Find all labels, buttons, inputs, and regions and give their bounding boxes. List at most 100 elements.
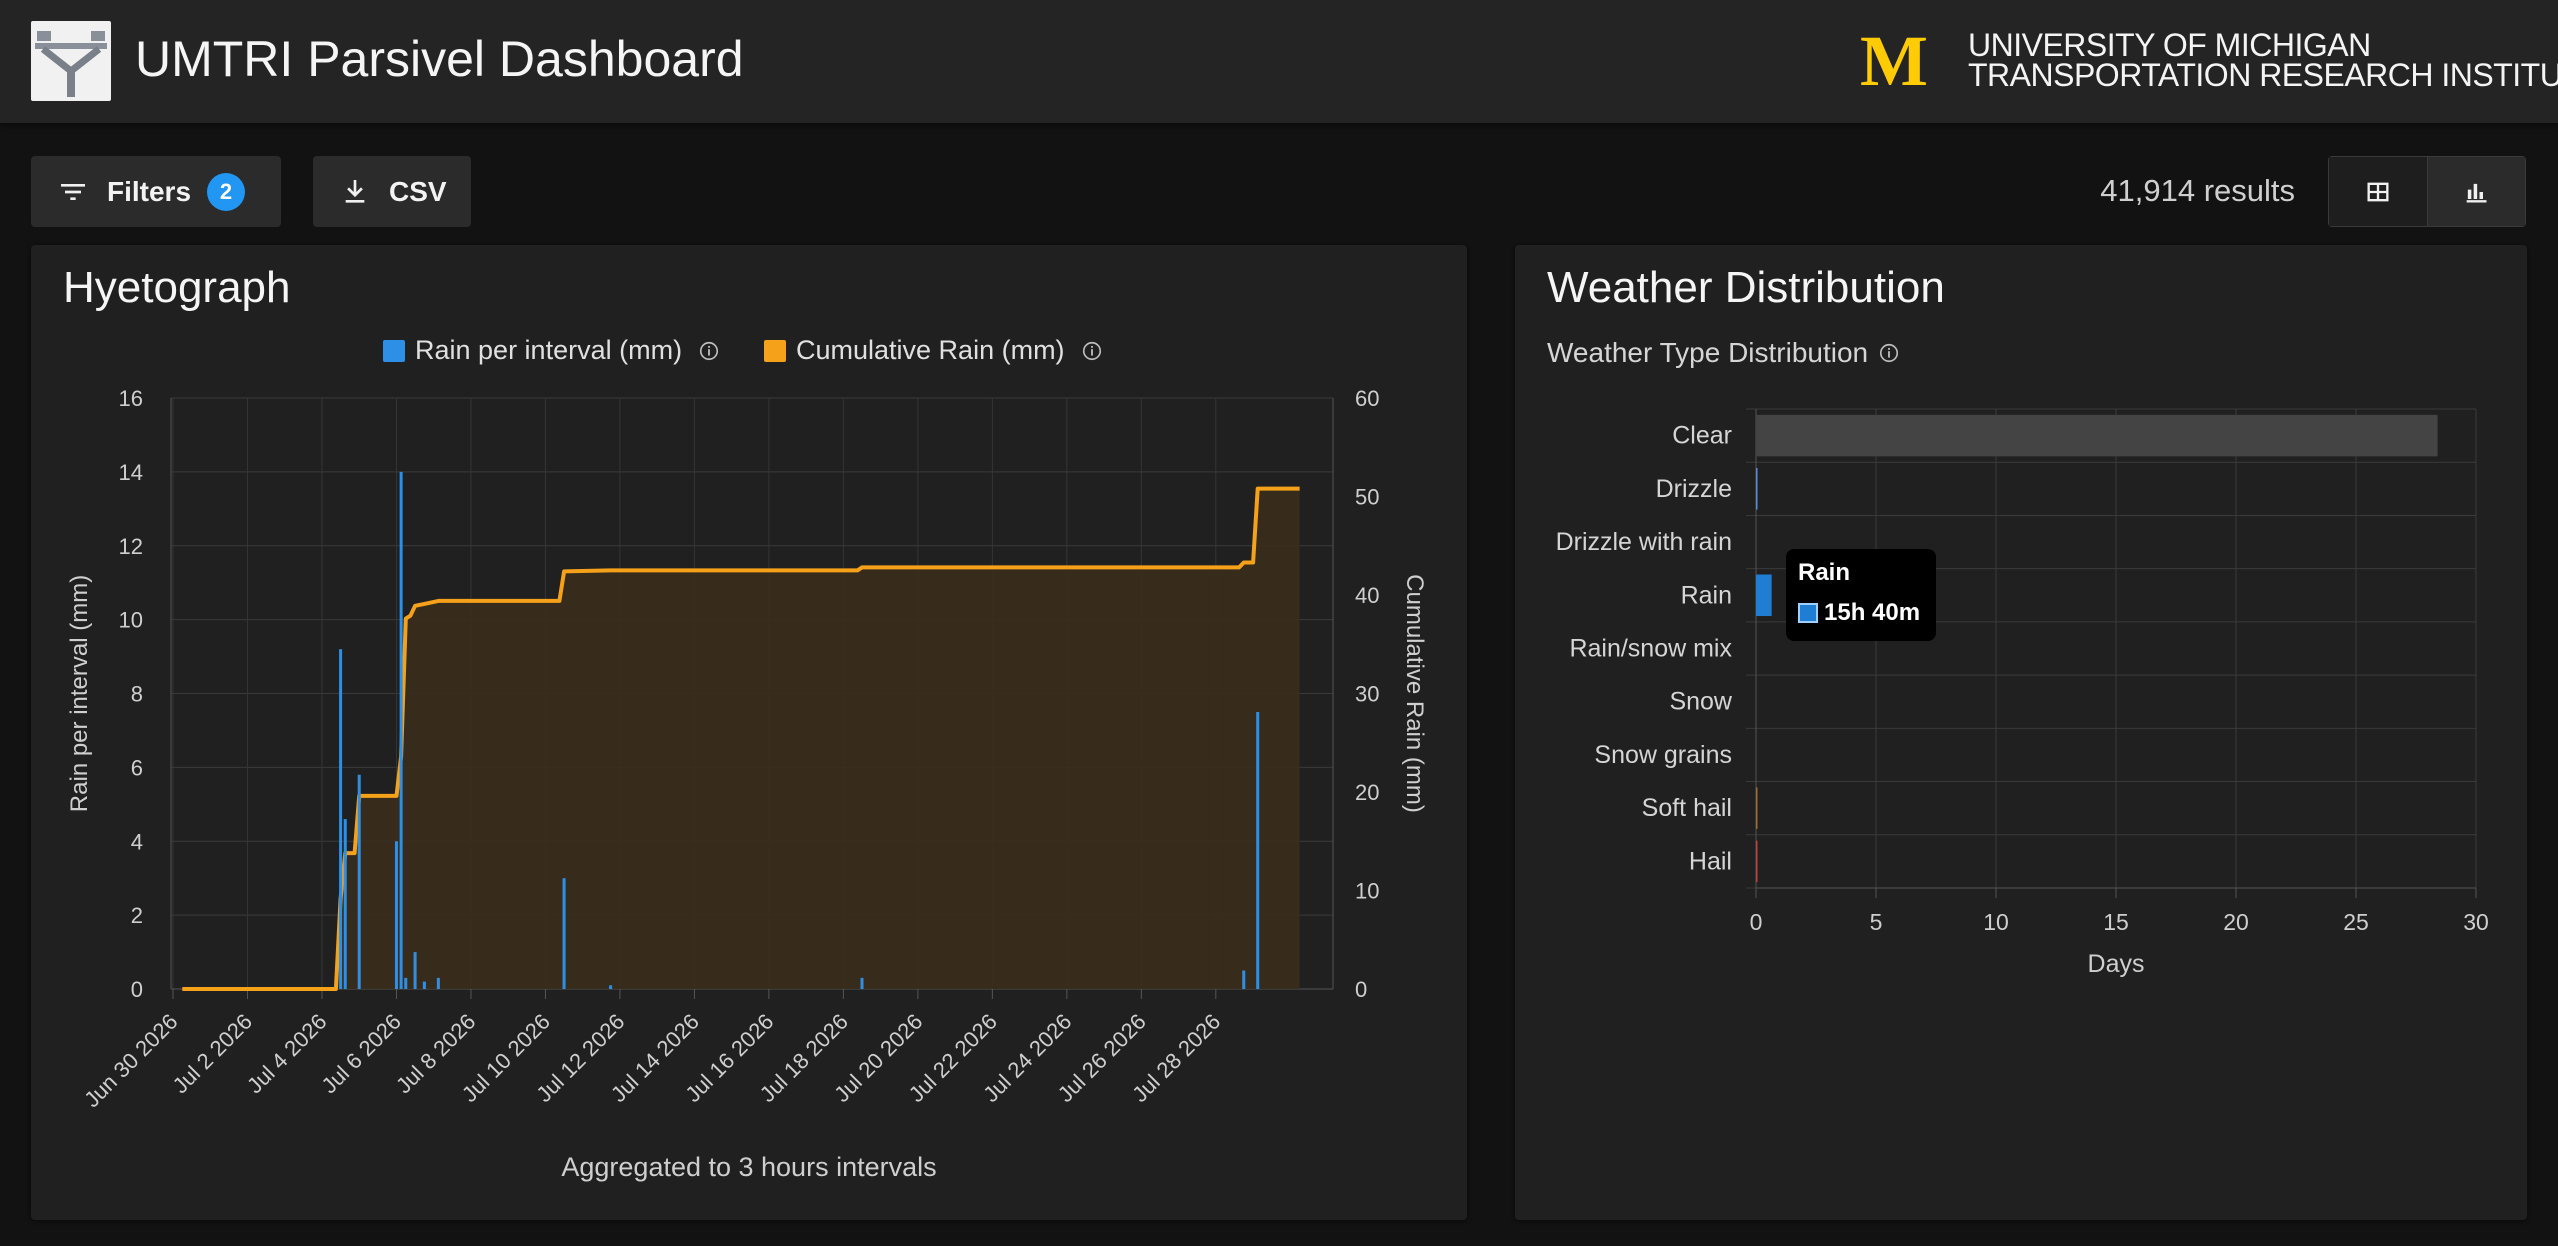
cumulative-swatch [764, 339, 786, 362]
legend-cumulative-label: Cumulative Rain (mm) [796, 335, 1065, 365]
cumulative-line [182, 486, 1300, 991]
table-view-button[interactable] [2329, 157, 2428, 226]
download-icon [345, 179, 365, 203]
x-tick-label: Jul 6 2026 [317, 1009, 406, 1098]
rain-bar [860, 977, 864, 989]
y-tick-label: 6 [131, 755, 143, 780]
x-tick-label: 20 [2223, 909, 2249, 935]
category-label: Clear [1672, 422, 1732, 450]
org-name-line2: TRANSPORTATION RESEARCH INSTITUTE [1968, 57, 2558, 93]
category-label: Drizzle [1656, 475, 1732, 503]
y2-tick-label: 60 [1355, 386, 1379, 411]
rain-bar [357, 774, 361, 989]
y-tick-label: 8 [131, 682, 143, 707]
x-axis-label: Days [2088, 950, 2145, 978]
y2-tick-label: 40 [1355, 583, 1379, 608]
tooltip-row: 15h 40m [1798, 599, 1924, 627]
y-tick-label: 16 [119, 386, 143, 411]
rain-swatch [383, 339, 405, 362]
info-icon[interactable] [1081, 340, 1103, 362]
rain-bar [339, 649, 343, 989]
category-bar [1756, 468, 1758, 510]
tooltip-swatch [1798, 603, 1818, 623]
x-tick-label: 5 [1870, 909, 1883, 935]
category-bar [1756, 787, 1758, 829]
weather-subtitle: Weather Type Distribution [1547, 337, 1900, 369]
y-axis-label: Rain per interval (mm) [66, 575, 93, 812]
category-label: Snow grains [1594, 741, 1732, 769]
results-count: 41,914 results [2100, 173, 2295, 208]
x-tick-label: 10 [1983, 909, 2009, 935]
rain-bar [399, 471, 403, 989]
rain-bar [343, 819, 347, 989]
x-axis-label: Aggregated to 3 hours intervals [561, 1152, 936, 1182]
y-tick-label: 12 [119, 534, 143, 559]
category-label: Rain/snow mix [1569, 635, 1732, 663]
y2-tick-label: 0 [1355, 977, 1367, 1002]
chart-view-icon [2466, 183, 2487, 202]
x-tick-label: Jul 4 2026 [242, 1009, 331, 1098]
y-tick-label: 10 [119, 608, 143, 633]
view-toggle [2328, 156, 2526, 227]
y-tick-label: 0 [131, 977, 143, 1002]
um-transportation-logo: M UNIVERSITY OF MICHIGAN TRANSPORTATION … [1860, 21, 2558, 101]
weather-title: Weather Distribution [1547, 263, 1945, 312]
x-tick-label: 30 [2463, 909, 2489, 935]
csv-label: CSV [389, 175, 447, 207]
filters-label: Filters [107, 175, 192, 207]
category-label: Drizzle with rain [1556, 528, 1732, 556]
app-bar: UMTRI Parsivel Dashboard M UNIVERSITY OF… [0, 0, 2558, 123]
tooltip-title: Rain [1798, 559, 1851, 586]
legend-cumulative[interactable]: Cumulative Rain (mm) [764, 335, 1103, 366]
x-tick-label: 25 [2343, 909, 2369, 935]
weather-subtitle-label: Weather Type Distribution [1547, 337, 1869, 368]
y2-tick-label: 10 [1355, 879, 1379, 904]
y-tick-label: 4 [131, 829, 143, 854]
csv-download-button[interactable]: CSV [313, 156, 471, 227]
weather-distribution-chart: 0 5 10 15 20 25 30 Clear Drizzle Drizzle with rai… [1556, 408, 2489, 978]
legend-rain[interactable]: Rain per interval (mm) [383, 335, 720, 366]
rain-bar [413, 952, 417, 989]
y2-tick-label: 20 [1355, 780, 1379, 805]
category-label: Hail [1689, 847, 1732, 875]
category-label: Rain [1681, 581, 1732, 609]
app-logo [31, 21, 111, 101]
cumulative-area [182, 488, 1300, 989]
category-bar [1756, 840, 1758, 883]
y-tick-label: 2 [131, 903, 143, 928]
rain-bar [436, 977, 440, 989]
org-name-line1: UNIVERSITY OF MICHIGAN [1968, 27, 2371, 63]
filters-button[interactable]: Filters 2 [31, 156, 281, 227]
y2-tick-label: 30 [1355, 682, 1379, 707]
x-tick-label: Jul 2 2026 [168, 1009, 257, 1098]
category-bar [1756, 414, 2438, 457]
rain-bar [609, 985, 613, 989]
app-title: UMTRI Parsivel Dashboard [135, 31, 744, 87]
rain-bar [1242, 970, 1246, 989]
x-tick-label: 0 [1750, 909, 1763, 935]
y2-axis-label: Cumulative Rain (mm) [1401, 574, 1428, 813]
hyetograph-card: Hyetograph Rain per interval (mm) Cumula… [31, 245, 1467, 1220]
filters-count-badge: 2 [207, 172, 246, 211]
category-bar [1756, 574, 1772, 617]
rain-bar [422, 981, 426, 989]
table-view-icon [2367, 182, 2389, 201]
tooltip-value: 15h 40m [1824, 599, 1921, 626]
weather-card: Weather Distribution Weather Type Distri… [1515, 245, 2527, 1220]
info-icon[interactable] [698, 340, 720, 362]
block-m-logo: M [1860, 21, 1928, 101]
info-icon[interactable] [1878, 342, 1900, 364]
org-name: UNIVERSITY OF MICHIGAN TRANSPORTATION RE… [1968, 27, 2558, 93]
x-tick-label: 15 [2103, 909, 2129, 935]
rain-bar [1256, 711, 1260, 989]
rain-bar [394, 841, 398, 989]
x-tick-label: Jun 30 2026 [79, 1009, 182, 1112]
y2-tick-label: 50 [1355, 485, 1379, 510]
chart-view-button[interactable] [2427, 157, 2525, 226]
rain-bar [404, 977, 408, 989]
filter-list-icon [61, 183, 85, 200]
y-tick-label: 14 [119, 460, 143, 485]
disdrometer-logo-icon [35, 31, 107, 97]
category-label: Soft hail [1642, 794, 1732, 822]
